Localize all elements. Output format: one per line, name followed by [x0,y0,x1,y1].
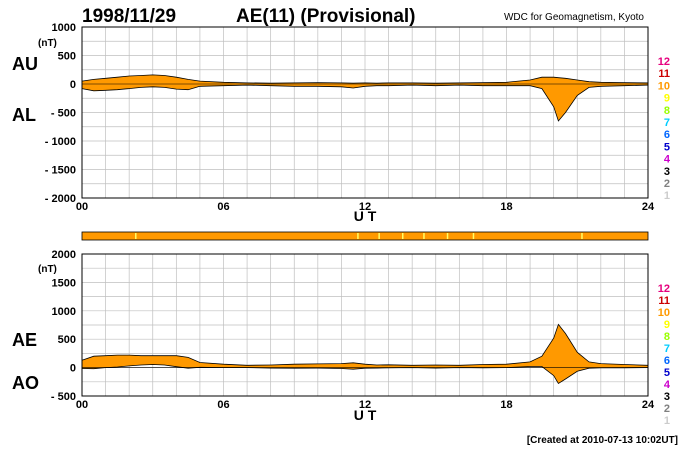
au-al-y-tick-label: 500 [58,51,76,63]
ae-ao-y-tick-label: 500 [58,334,76,346]
data-status-bar [81,231,649,241]
ae-ao-y-tick-label: 1500 [52,277,76,289]
ae-ao-units: (nT) [38,264,57,275]
ae-ao-station-count-12: 12 [658,283,670,295]
au-al-x-tick-label: 12 [359,201,371,213]
ae-ao-x-tick-labels: 00 06 12 18 24 [76,399,655,411]
ae-ao-station-count-1: 1 [664,415,670,427]
au-al-lower-line [81,84,649,122]
ae-ao-x-tick-label: 00 [76,399,88,411]
ae-ao-station-count-3: 3 [664,391,670,403]
au-al-station-count-4: 4 [664,154,671,166]
au-al-x-tick-label: 06 [217,201,229,213]
au-al-y-tick-label: 0 [70,79,76,91]
ae-ao-frame [81,253,649,397]
status-bar-fill [81,231,649,241]
ae-ao-x-tick-label: 24 [642,399,655,411]
au-al-station-count-11: 11 [658,68,670,80]
au-al-station-count-8: 8 [664,105,670,117]
au-al-station-count-6: 6 [664,129,670,141]
au-al-x-tick-labels: 00 06 12 18 24 [76,201,655,213]
ae-ao-station-count-5: 5 [664,367,670,379]
au-al-y-tick-label: 1000 [52,22,76,34]
au-al-station-count-1: 1 [664,190,670,202]
ae-ao-station-count-9: 9 [664,319,670,331]
au-al-station-count-3: 3 [664,166,670,178]
ae-ao-upper-line [81,323,649,366]
au-al-upper-line [81,74,649,84]
au-label: AU [12,54,38,74]
ae-ao-y-tick-label: - 500 [51,391,76,403]
ae-ao-station-count-10: 10 [658,307,670,319]
au-al-x-tick-label: 24 [642,201,655,213]
ae-ao-station-count-4: 4 [664,379,671,391]
created-timestamp: [Created at 2010-07-13 10:02UT] [527,435,678,446]
ae-ao-y-tick-labels: 2000 1500 1000 500 0 - 500 [51,249,76,403]
ae-ao-x-axis-label: U T [354,407,377,423]
data-source: WDC for Geomagnetism, Kyoto [504,12,644,23]
status-bar-markers [135,233,583,239]
au-al-station-count-2: 2 [664,178,670,190]
au-al-area [81,74,649,122]
au-al-station-count-10: 10 [658,80,670,92]
au-al-x-tick-label: 18 [500,201,512,213]
ae-ao-lower-line [81,364,649,385]
ae-ao-y-tick-label: 1000 [52,306,76,318]
al-label: AL [12,105,36,125]
au-al-station-count-12: 12 [658,56,670,68]
au-al-units: (nT) [38,38,57,49]
ae-ao-station-count-7: 7 [664,343,670,355]
au-al-y-tick-label: - 2000 [45,193,76,205]
ae-ao-x-tick-label: 18 [500,399,512,411]
au-al-x-tick-label: 00 [76,201,88,213]
plot-date: 1998/11/29 [82,6,176,27]
plot-title: AE(11) (Provisional) [236,6,416,27]
ae-ao-station-count-11: 11 [658,295,670,307]
ae-label: AE [12,330,37,350]
ae-ao-station-count-8: 8 [664,331,670,343]
ae-ao-station-count-6: 6 [664,355,670,367]
ae-ao-y-tick-label: 2000 [52,249,76,261]
ae-ao-x-tick-label: 06 [217,399,229,411]
au-al-station-count-5: 5 [664,141,670,153]
ae-ao-area [81,323,649,385]
au-al-y-tick-label: - 500 [51,108,76,120]
au-al-y-tick-label: - 1500 [45,165,76,177]
ae-ao-y-tick-label: 0 [70,363,76,375]
ae-ao-station-count-2: 2 [664,403,670,415]
au-al-y-tick-label: - 1000 [45,136,76,148]
ae-ao-x-tick-label: 12 [359,399,371,411]
au-al-station-count-9: 9 [664,93,670,105]
au-al-station-count-7: 7 [664,117,670,129]
au-al-y-tick-labels: 1000 500 0 - 500 - 1000 - 1500 - 2000 [45,22,76,205]
au-al-frame [81,26,649,199]
ao-label: AO [12,373,39,393]
au-al-x-axis-label: U T [354,208,377,224]
